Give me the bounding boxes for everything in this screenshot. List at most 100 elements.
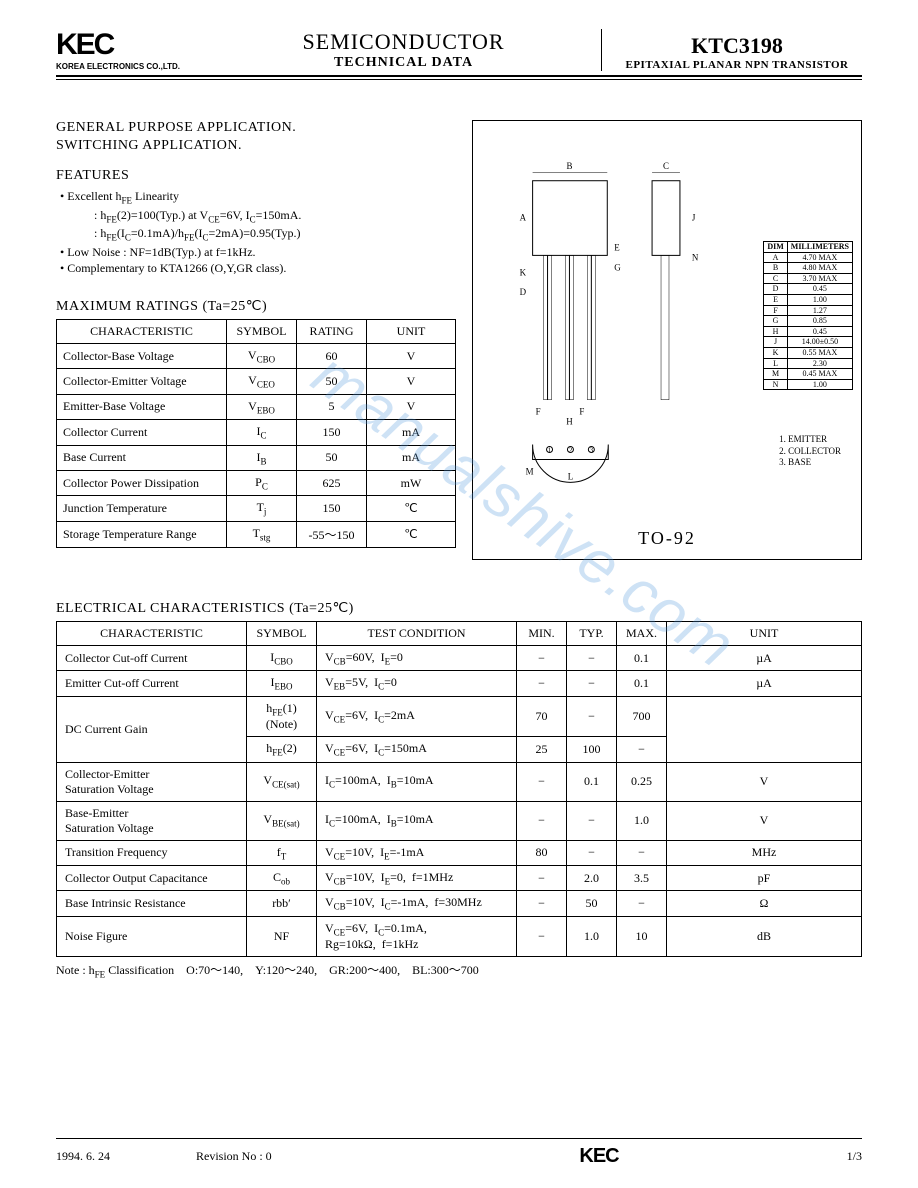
ratings-cell: V xyxy=(367,343,456,368)
elec-cell: IC=100mA, IB=10mA xyxy=(317,762,517,801)
elec-cell: NF xyxy=(247,916,317,956)
dim-cell: D xyxy=(764,284,787,295)
elec-cell: 0.1 xyxy=(617,671,667,696)
elec-cell: 10 xyxy=(617,916,667,956)
ratings-cell: 5 xyxy=(297,394,367,419)
svg-text:N: N xyxy=(692,252,699,262)
elec-h4: TYP. xyxy=(567,622,617,646)
elec-cell: 1.0 xyxy=(617,801,667,840)
dim-cell: J xyxy=(764,337,787,348)
ratings-cell: 150 xyxy=(297,420,367,445)
svg-text:3: 3 xyxy=(590,446,594,454)
ratings-cell: Base Current xyxy=(57,445,227,470)
elec-cell: − xyxy=(567,840,617,865)
elec-cell: VCE=6V, IC=2mA xyxy=(317,696,517,736)
svg-text:L: L xyxy=(568,471,573,481)
svg-text:2: 2 xyxy=(569,446,573,454)
elec-cell: DC Current Gain xyxy=(57,696,247,762)
doc-title-1: SEMICONDUCTOR xyxy=(216,29,591,55)
ratings-cell: Emitter-Base Voltage xyxy=(57,394,227,419)
elec-cell: µA xyxy=(667,671,862,696)
ratings-cell: ℃ xyxy=(367,521,456,547)
elec-cell: Emitter Cut-off Current xyxy=(57,671,247,696)
svg-text:K: K xyxy=(520,267,527,277)
svg-text:C: C xyxy=(663,161,669,171)
elec-h1: SYMBOL xyxy=(247,622,317,646)
ratings-cell: IB xyxy=(227,445,297,470)
elec-cell: 100 xyxy=(567,737,617,762)
elec-cell: IEBO xyxy=(247,671,317,696)
elec-cell: Collector-EmitterSaturation Voltage xyxy=(57,762,247,801)
ratings-cell: VCEO xyxy=(227,369,297,394)
dim-cell: 0.85 xyxy=(787,316,852,327)
elec-cell: ICBO xyxy=(247,646,317,671)
elec-cell: Transition Frequency xyxy=(57,840,247,865)
elec-cell: hFE(1)(Note) xyxy=(247,696,317,736)
elec-cell xyxy=(667,696,862,762)
svg-text:E: E xyxy=(614,242,620,252)
elec-cell: − xyxy=(567,801,617,840)
elec-cell: VCB=10V, IC=-1mA, f=30MHz xyxy=(317,891,517,916)
elec-cell: − xyxy=(517,762,567,801)
pin-2-label: 2. COLLECTOR xyxy=(779,446,841,458)
ratings-h2: RATING xyxy=(297,319,367,343)
elec-cell: IC=100mA, IB=10mA xyxy=(317,801,517,840)
elec-cell: Base-EmitterSaturation Voltage xyxy=(57,801,247,840)
doc-title-2: TECHNICAL DATA xyxy=(216,55,591,71)
elec-cell: 3.5 xyxy=(617,865,667,890)
ratings-cell: Storage Temperature Range xyxy=(57,521,227,547)
application-line-1: GENERAL PURPOSE APPLICATION. xyxy=(56,120,456,136)
part-number: KTC3198 xyxy=(612,33,862,59)
header-right: KTC3198 EPITAXIAL PLANAR NPN TRANSISTOR xyxy=(602,33,862,71)
feature-2: • Low Noise : NF=1dB(Typ.) at f=1kHz. xyxy=(60,244,456,260)
package-diagram: 1 2 3 B C A K D E G J N F F xyxy=(472,120,862,560)
dim-cell: A xyxy=(764,252,787,263)
header-logo-block: KEC KOREA ELECTRONICS CO.,LTD. xyxy=(56,28,216,71)
ratings-cell: mW xyxy=(367,470,456,495)
elec-cell: − xyxy=(517,916,567,956)
elec-cell: 0.1 xyxy=(567,762,617,801)
dim-cell: 1.00 xyxy=(787,379,852,390)
footer: 1994. 6. 24 Revision No : 0 KEC 1/3 xyxy=(56,1138,862,1168)
dim-cell: F xyxy=(764,305,787,316)
dim-cell: 0.45 xyxy=(787,284,852,295)
elec-cell: − xyxy=(517,801,567,840)
svg-text:F: F xyxy=(579,407,584,417)
ratings-cell: IC xyxy=(227,420,297,445)
application-line-2: SWITCHING APPLICATION. xyxy=(56,138,456,154)
ratings-cell: Collector-Base Voltage xyxy=(57,343,227,368)
svg-text:A: A xyxy=(520,213,527,223)
elec-cell: VCE=6V, IC=150mA xyxy=(317,737,517,762)
ratings-cell: Junction Temperature xyxy=(57,496,227,521)
dim-cell: 0.45 xyxy=(787,326,852,337)
elec-h3: MIN. xyxy=(517,622,567,646)
ratings-cell: -55～150 xyxy=(297,521,367,547)
elec-cell: − xyxy=(567,646,617,671)
ratings-h3: UNIT xyxy=(367,319,456,343)
ratings-cell: PC xyxy=(227,470,297,495)
elec-cell: V xyxy=(667,762,862,801)
ratings-cell: Tj xyxy=(227,496,297,521)
elec-cell: 0.25 xyxy=(617,762,667,801)
dim-cell: 2.30 xyxy=(787,358,852,369)
elec-cell: rbb′ xyxy=(247,891,317,916)
ratings-cell: 50 xyxy=(297,369,367,394)
dim-cell: 4.70 MAX xyxy=(787,252,852,263)
header-mid: SEMICONDUCTOR TECHNICAL DATA xyxy=(216,29,602,71)
dim-cell: H xyxy=(764,326,787,337)
elec-cell: 70 xyxy=(517,696,567,736)
package-name: TO-92 xyxy=(473,528,861,549)
elec-h6: UNIT xyxy=(667,622,862,646)
footer-date: 1994. 6. 24 xyxy=(56,1149,196,1164)
elec-cell: VCE=6V, IC=0.1mA,Rg=10kΩ, f=1kHz xyxy=(317,916,517,956)
footer-logo: KEC xyxy=(396,1145,802,1168)
logo: KEC xyxy=(56,28,216,62)
elec-cell: − xyxy=(517,646,567,671)
elec-cell: VEB=5V, IC=0 xyxy=(317,671,517,696)
ratings-h0: CHARACTERISTIC xyxy=(57,319,227,343)
ratings-table: CHARACTERISTIC SYMBOL RATING UNIT Collec… xyxy=(56,319,456,548)
elec-cell: Noise Figure xyxy=(57,916,247,956)
svg-text:D: D xyxy=(520,287,527,297)
elec-cell: Collector Output Capacitance xyxy=(57,865,247,890)
svg-text:G: G xyxy=(614,262,621,272)
